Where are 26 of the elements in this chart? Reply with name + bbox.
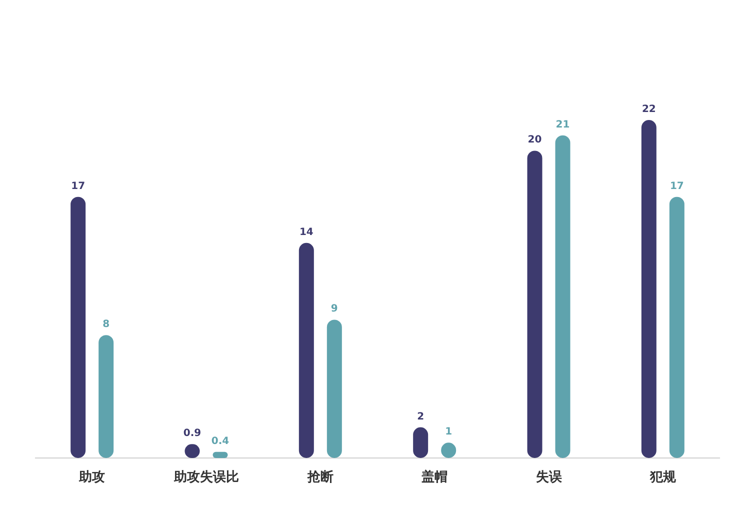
x-tick-label: 盖帽 (422, 469, 448, 485)
bar (641, 120, 656, 458)
bar (669, 196, 684, 458)
data-label: 17 (71, 180, 86, 192)
x-tick-label: 失误 (536, 470, 563, 485)
x-tick-label: 助攻 (78, 470, 106, 485)
x-tick-label: 犯规 (648, 470, 677, 485)
data-label: 17 (670, 180, 684, 192)
bar (527, 150, 542, 458)
bar (326, 320, 342, 458)
data-label: 0.9 (183, 428, 202, 440)
data-label: 9 (330, 304, 338, 315)
bar (298, 242, 314, 458)
data-label: 0.4 (211, 436, 230, 447)
data-label: 21 (556, 119, 570, 130)
data-label: 14 (299, 226, 314, 238)
data-label: 20 (528, 134, 542, 146)
data-label: 8 (102, 319, 110, 330)
data-label: 22 (642, 104, 656, 115)
x-tick-label: 助攻失误比 (172, 470, 239, 485)
bar (70, 196, 86, 458)
x-tick-label: 抢断 (306, 470, 334, 485)
bar (555, 135, 570, 458)
data-label: 1 (445, 426, 452, 438)
data-label: 2 (417, 411, 424, 422)
bar (98, 335, 114, 458)
